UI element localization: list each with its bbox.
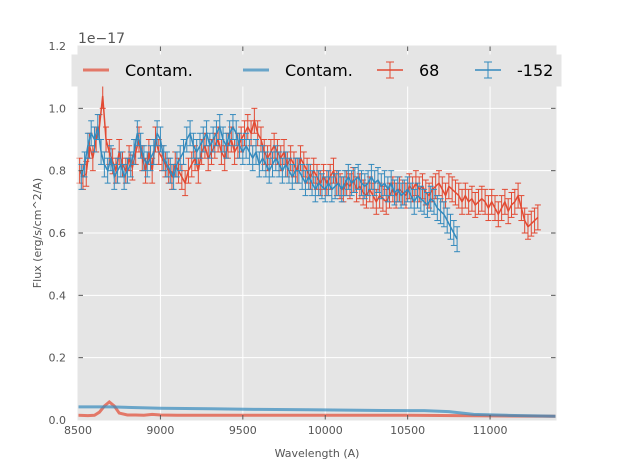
x-tick-label: 10500 xyxy=(390,424,425,437)
x-axis-label: Wavelength (A) xyxy=(275,447,360,460)
y-tick-label: 0.2 xyxy=(49,352,67,365)
y-tick-label: 0.6 xyxy=(49,227,67,240)
series-0 xyxy=(77,399,557,418)
series-group xyxy=(76,82,557,418)
legend: Contam. Contam. 68 -152 xyxy=(71,54,562,87)
x-tick-label: 10000 xyxy=(308,424,343,437)
legend-item: Contam. xyxy=(83,61,193,80)
x-tick-label: 9000 xyxy=(146,424,174,437)
legend-item: Contam. xyxy=(243,61,353,80)
contam-line xyxy=(77,399,557,418)
legend-item: -152 xyxy=(475,61,553,80)
legend-item: 68 xyxy=(377,61,439,80)
x-tick-label: 8500 xyxy=(64,424,92,437)
x-tick-label: 9500 xyxy=(229,424,257,437)
legend-label: Contam. xyxy=(125,61,193,80)
y-tick-labels: 0.0 0.2 0.4 0.6 0.8 1.0 1.2 xyxy=(49,40,67,427)
y-offset-label: 1e−17 xyxy=(78,31,125,47)
y-tick-label: 0.0 xyxy=(49,414,67,427)
y-tick-label: 0.8 xyxy=(49,165,67,178)
x-tick-labels: 8500 9000 9500 10000 10500 11000 xyxy=(64,424,508,437)
legend-label: -152 xyxy=(517,61,553,80)
series-3 xyxy=(78,114,461,253)
legend-label: Contam. xyxy=(285,61,353,80)
y-tick-label: 0.4 xyxy=(49,289,67,302)
plot-frame xyxy=(77,45,557,421)
legend-label: 68 xyxy=(419,61,439,80)
series-1 xyxy=(78,405,557,418)
y-tick-label: 1.2 xyxy=(49,40,67,53)
contam-line xyxy=(78,405,557,418)
x-tick-label: 11000 xyxy=(473,424,508,437)
y-axis-label: Flux (erg/s/cm^2/A) xyxy=(31,178,44,288)
y-tick-label: 1.0 xyxy=(49,102,67,115)
